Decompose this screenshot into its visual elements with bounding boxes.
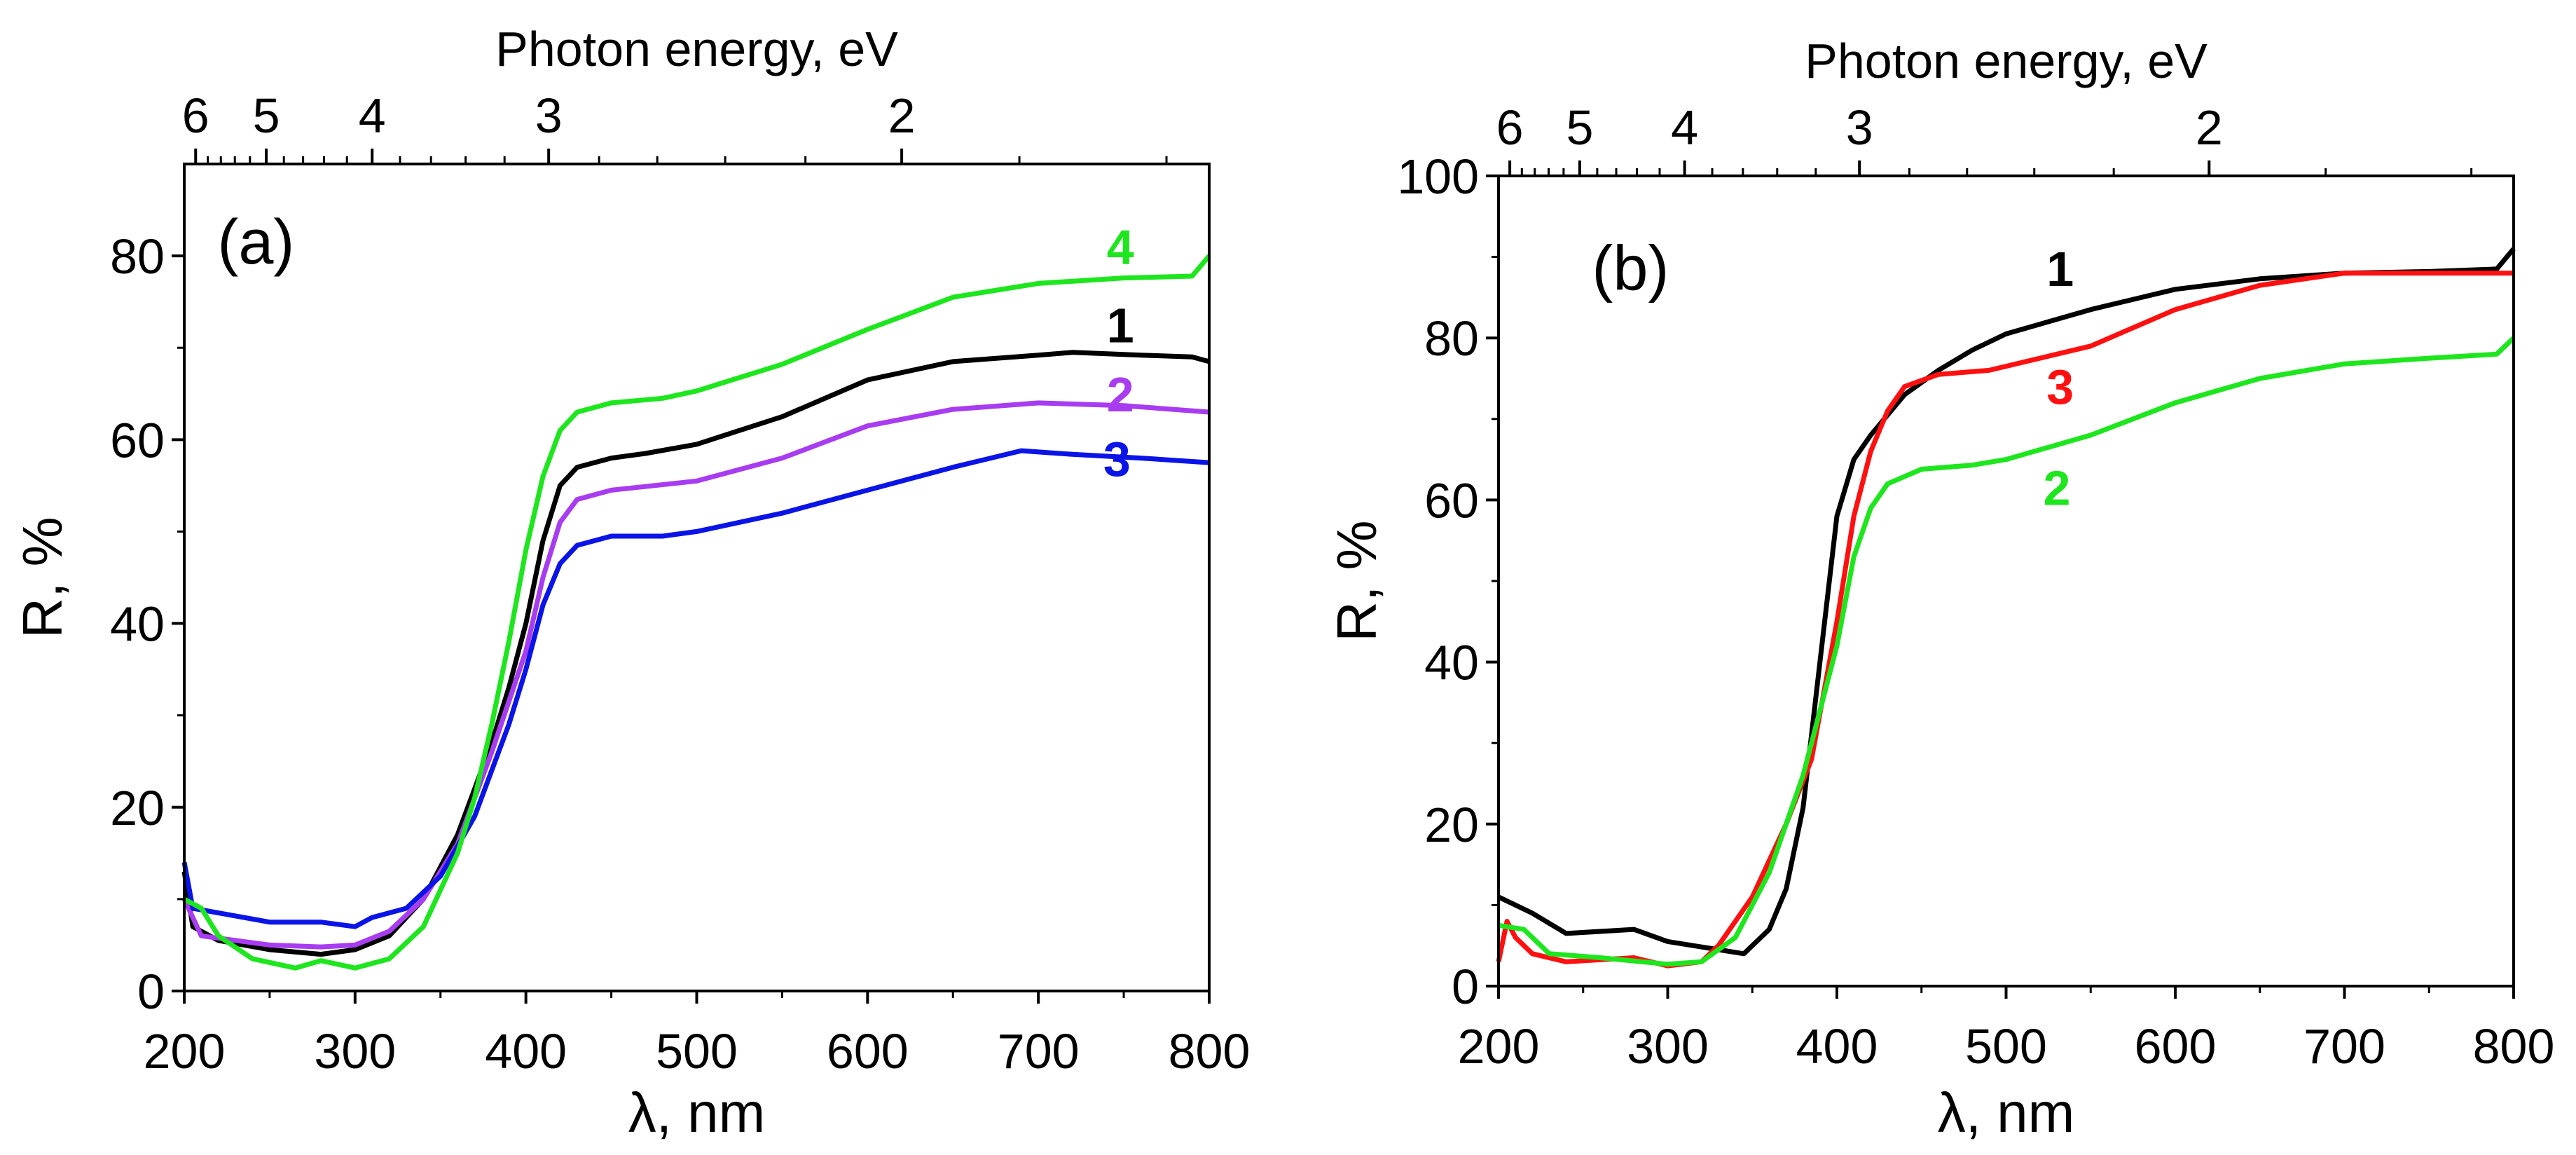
- x-tick-label: 700: [998, 1024, 1080, 1079]
- series-label-1: 1: [2046, 242, 2074, 296]
- y-tick-label: 0: [1452, 959, 1479, 1014]
- series-line-1: [1497, 247, 2516, 957]
- x-tick-label: 600: [2135, 1019, 2217, 1074]
- top-tick-label: 6: [182, 88, 209, 143]
- top-tick-label: 5: [1566, 100, 1593, 155]
- panel-label: (a): [217, 207, 294, 278]
- top-tick-label: 4: [359, 88, 386, 143]
- y-tick-label: 0: [137, 964, 165, 1019]
- top-tick-label: 3: [1846, 100, 1873, 155]
- series-label-1: 1: [1107, 298, 1134, 353]
- x-tick-label: 400: [485, 1024, 567, 1079]
- top-tick-label: 4: [1671, 100, 1698, 155]
- x-tick-label: 400: [1796, 1019, 1878, 1074]
- x-tick-label: 300: [1627, 1019, 1709, 1074]
- series-label-3: 3: [1103, 432, 1131, 486]
- panel-a: 4 1 2 3 200 300 400 500 600 700 800 0 20 40 60 80 6 5 4 3 2 P…: [11, 22, 1250, 1144]
- x-tick-label: 500: [656, 1024, 738, 1079]
- series-line-2: [1498, 336, 2516, 967]
- series-line-3: [181, 448, 1210, 929]
- y-tick-label: 80: [1424, 311, 1479, 366]
- x-axis-title: λ, nm: [1938, 1081, 2075, 1144]
- top-tick-label: 2: [2196, 100, 2223, 155]
- plot-frame: [183, 163, 1211, 992]
- panel-b: 1 3 2 200 300 400 500 600 700 800 0 20 40 60 80 100 6 5 4 3…: [1325, 34, 2554, 1144]
- y-axis-title: R, %: [1325, 520, 1388, 641]
- series-label-3: 3: [2046, 360, 2074, 414]
- top-tick-label: 5: [253, 88, 280, 143]
- x-tick-label: 800: [2473, 1019, 2555, 1074]
- x-tick-label: 700: [2303, 1019, 2385, 1074]
- top-axis-title: Photon energy, eV: [1805, 34, 2207, 88]
- x-tick-label: 300: [314, 1024, 396, 1079]
- series-label-2: 2: [2043, 460, 2070, 515]
- y-tick-label: 60: [110, 413, 165, 467]
- x-tick-label: 600: [827, 1024, 909, 1079]
- y-axis-title: R, %: [11, 517, 74, 638]
- x-axis-title: λ, nm: [628, 1081, 766, 1144]
- y-tick-label: 80: [110, 229, 165, 284]
- series-line-1: [181, 350, 1210, 957]
- x-tick-label: 200: [144, 1024, 226, 1079]
- top-axis-title: Photon energy, eV: [495, 22, 898, 76]
- y-tick-label: 20: [110, 781, 165, 835]
- series-label-4: 4: [1107, 220, 1134, 275]
- series-label-2: 2: [1107, 367, 1134, 422]
- series-line-4: [183, 254, 1211, 971]
- x-tick-label: 200: [1458, 1019, 1540, 1074]
- x-tick-label: 800: [1169, 1024, 1251, 1079]
- series-line-2: [181, 400, 1210, 950]
- top-tick-label: 6: [1496, 100, 1524, 155]
- top-tick-label: 3: [535, 88, 563, 143]
- y-tick-label: 40: [1424, 636, 1479, 690]
- top-tick-label: 2: [888, 88, 916, 143]
- y-tick-label: 40: [110, 597, 165, 652]
- y-tick-label: 20: [1424, 798, 1479, 852]
- panel-label: (b): [1592, 234, 1669, 304]
- x-tick-label: 500: [1965, 1019, 2047, 1074]
- y-tick-label: 60: [1424, 473, 1479, 528]
- series-line-3: [1496, 271, 2514, 969]
- y-tick-label: 100: [1397, 149, 1479, 204]
